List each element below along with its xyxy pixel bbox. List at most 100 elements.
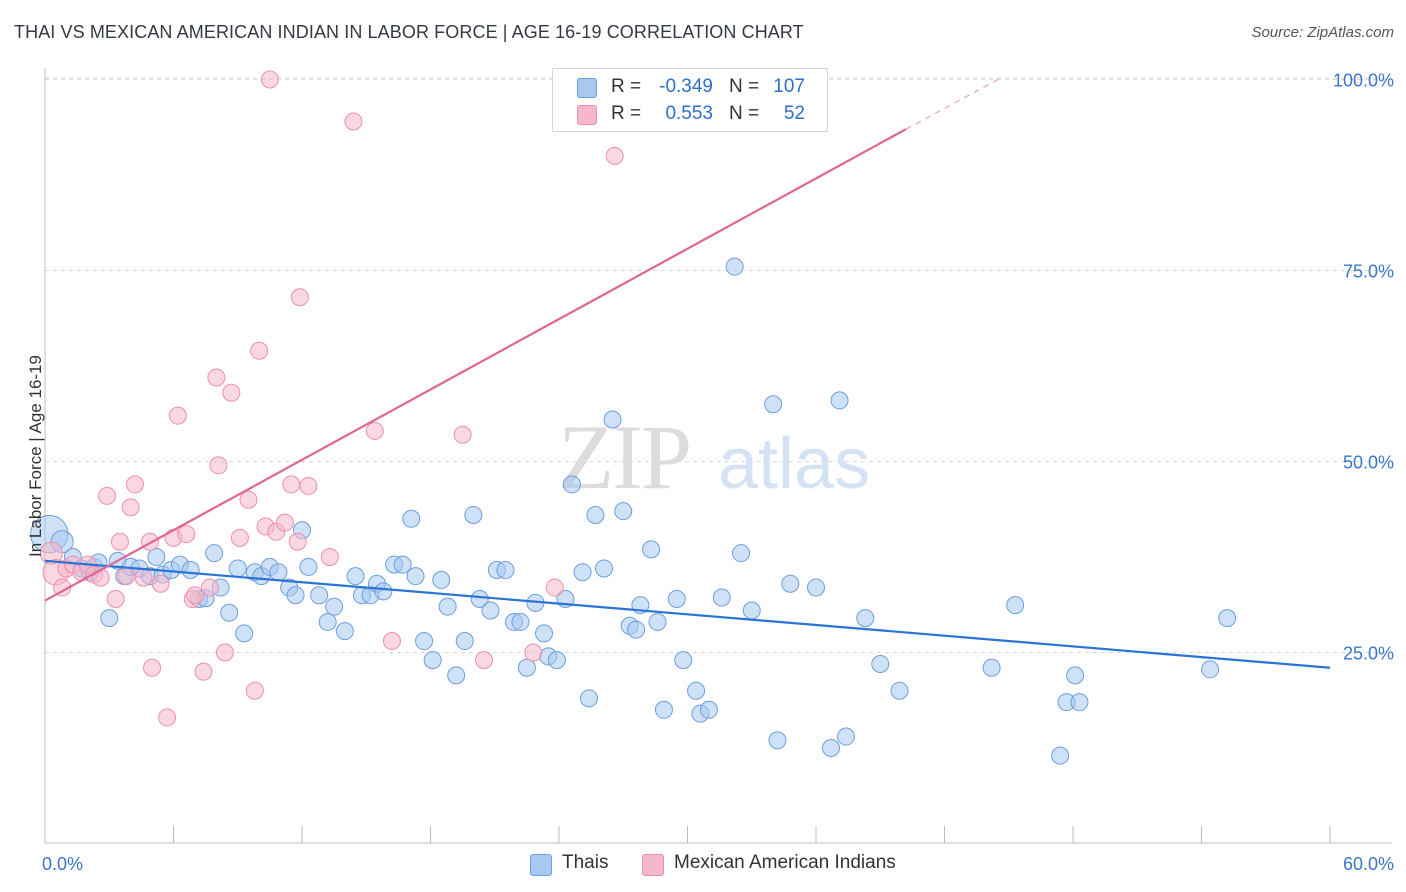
- source-label: Source: ZipAtlas.com: [1251, 24, 1394, 41]
- legend-n-value: 52: [783, 103, 805, 124]
- point-mexican-american-indians: [151, 574, 170, 593]
- point-thais: [1051, 746, 1070, 765]
- point-thais: [687, 681, 706, 700]
- legend-r-value: -0.349: [659, 76, 713, 97]
- legend-n-label: N =: [729, 76, 760, 97]
- point-thais: [517, 658, 536, 677]
- point-thais: [642, 540, 661, 559]
- point-thais: [674, 651, 693, 670]
- point-thais: [667, 590, 686, 609]
- y-tick-label: 50.0%: [1343, 453, 1394, 473]
- point-thais: [438, 597, 457, 616]
- point-thais: [235, 624, 254, 643]
- point-thais: [579, 689, 598, 708]
- watermark-zip: ZIP: [558, 406, 690, 508]
- point-thais: [830, 391, 849, 410]
- point-thais: [742, 601, 761, 620]
- point-thais: [836, 727, 855, 746]
- tick-labels: 25.0% 50.0% 75.0% 100.0% 0.0% 60.0%: [42, 71, 1394, 875]
- point-thais: [415, 632, 434, 651]
- point-thais: [562, 475, 581, 494]
- point-mexican-american-indians: [209, 456, 228, 475]
- series-swatch-thais: [530, 854, 552, 876]
- point-thais: [147, 548, 166, 566]
- point-thais: [335, 622, 354, 641]
- point-mexican-american-indians: [222, 383, 241, 402]
- point-thais: [856, 609, 875, 628]
- point-thais: [768, 731, 787, 750]
- y-axis-label: In Labor Force | Age 16-19: [26, 355, 45, 557]
- point-mexican-american-indians: [168, 406, 187, 425]
- point-mexican-american-indians: [245, 681, 264, 700]
- point-mexican-american-indians: [140, 532, 159, 551]
- series-label-mexican-american-indians: Mexican American Indians: [674, 852, 896, 873]
- point-thais: [464, 505, 483, 524]
- point-mexican-american-indians: [215, 643, 234, 662]
- grid-lines: [45, 77, 1392, 653]
- point-mexican-american-indians: [282, 475, 301, 494]
- point-mexican-american-indians: [110, 532, 129, 551]
- x-tick-label: 60.0%: [1343, 854, 1394, 874]
- point-thais: [807, 578, 825, 597]
- point-thais: [406, 567, 425, 586]
- point-mexican-american-indians: [158, 708, 177, 727]
- point-mexican-american-indians: [134, 568, 153, 587]
- point-thais: [455, 632, 474, 651]
- trend-line-thais: [44, 559, 1331, 669]
- point-thais: [286, 586, 305, 605]
- point-mexican-american-indians: [453, 425, 472, 444]
- point-thais: [547, 651, 566, 670]
- point-thais: [1201, 660, 1220, 679]
- point-thais: [1006, 596, 1025, 615]
- point-thais: [732, 544, 751, 563]
- point-thais: [402, 509, 421, 528]
- trend-line-mexican-american-indians: [44, 128, 907, 602]
- chart-title: THAI VS MEXICAN AMERICAN INDIAN IN LABOR…: [14, 22, 804, 42]
- point-thais: [432, 570, 451, 589]
- point-mexican-american-indians: [106, 590, 125, 609]
- point-mexican-american-indians: [382, 632, 401, 651]
- point-thais: [725, 257, 744, 276]
- axes: [44, 68, 1392, 844]
- point-mexican-american-indians: [524, 643, 543, 662]
- point-thais: [982, 658, 1001, 677]
- point-mexican-american-indians: [98, 486, 117, 505]
- point-thais: [423, 651, 442, 670]
- point-thais: [511, 612, 530, 631]
- point-thais: [712, 588, 731, 607]
- legend-swatch-mexican-american-indians: [577, 105, 597, 125]
- point-thais: [481, 601, 500, 620]
- point-mexican-american-indians: [250, 341, 269, 360]
- point-mexican-american-indians: [91, 568, 110, 587]
- point-thais: [764, 395, 783, 414]
- point-mexican-american-indians: [290, 288, 309, 307]
- point-thais: [269, 563, 288, 582]
- legend-r-label: R =: [611, 103, 642, 124]
- series-swatch-mexican-american-indians: [642, 854, 664, 876]
- point-mexican-american-indians: [299, 476, 318, 495]
- legend-n-value: 107: [773, 76, 805, 97]
- point-thais: [325, 597, 344, 616]
- point-mexican-american-indians: [365, 421, 384, 440]
- point-thais: [318, 612, 337, 631]
- point-thais: [310, 586, 329, 605]
- trend-lines: [44, 78, 1331, 669]
- legend-row-thais: R = -0.349 N = 107: [553, 73, 827, 101]
- point-thais: [470, 590, 489, 609]
- point-mexican-american-indians: [344, 112, 363, 131]
- point-thais: [627, 620, 646, 639]
- point-thais: [614, 502, 633, 521]
- point-thais: [781, 574, 800, 593]
- point-thais: [205, 544, 224, 563]
- point-thais: [374, 582, 393, 601]
- point-thais: [100, 609, 119, 628]
- point-thais: [535, 624, 554, 643]
- point-mexican-american-indians: [230, 528, 249, 547]
- legend-swatch-thais: [577, 78, 597, 98]
- point-mexican-american-indians: [605, 146, 624, 165]
- point-thais: [1070, 693, 1089, 712]
- point-mexican-american-indians: [207, 368, 226, 387]
- point-mexican-american-indians: [117, 567, 136, 586]
- point-mexican-american-indians: [288, 532, 307, 551]
